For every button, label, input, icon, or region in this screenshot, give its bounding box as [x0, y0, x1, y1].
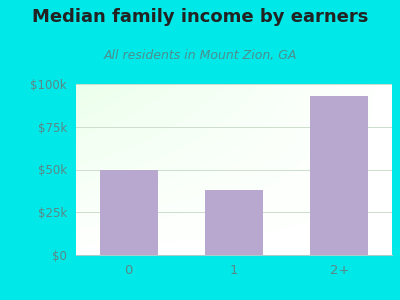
Text: Median family income by earners: Median family income by earners [32, 8, 368, 26]
Text: All residents in Mount Zion, GA: All residents in Mount Zion, GA [103, 50, 297, 62]
Bar [205, 190, 263, 255]
Bar [100, 169, 158, 255]
Bar [310, 96, 368, 255]
